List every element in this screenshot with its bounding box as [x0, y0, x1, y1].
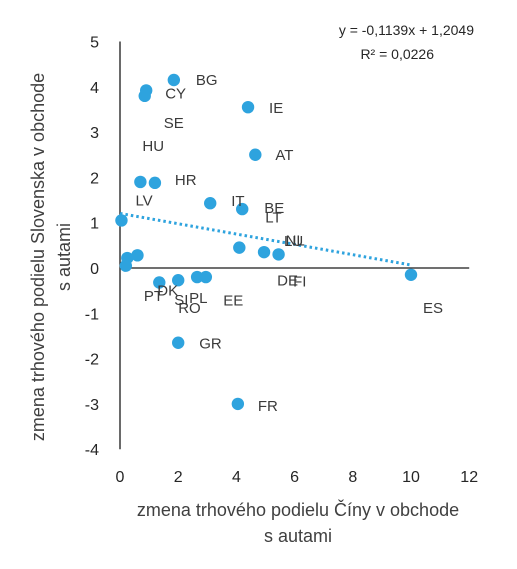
data-point — [131, 249, 144, 262]
point-label-lv: LV — [135, 192, 152, 209]
x-tick-label: 0 — [116, 469, 125, 486]
data-point-bg — [167, 73, 181, 87]
point-label-bg: BG — [196, 72, 218, 89]
point-label-si: SI — [174, 292, 188, 309]
point-label-ie: IE — [269, 100, 283, 117]
point-label-dk: DK — [157, 282, 178, 299]
data-point-dk — [153, 276, 166, 289]
point-label-hr: HR — [175, 172, 197, 189]
data-point-it — [204, 197, 217, 210]
data-point-nl — [272, 248, 285, 261]
x-tick-label: 6 — [290, 469, 299, 486]
point-label-lu: LU — [284, 233, 303, 250]
data-point-ie — [241, 100, 255, 114]
data-point-pl — [190, 270, 204, 284]
y-tick-label: 2 — [90, 170, 99, 187]
data-point-es — [404, 268, 418, 281]
point-label-es: ES — [423, 300, 443, 317]
data-point — [119, 259, 133, 272]
x-tick-label: 10 — [402, 469, 420, 486]
data-point-hu — [134, 175, 147, 189]
point-label-ro: RO — [178, 300, 201, 317]
point-label-lt: LT — [265, 210, 281, 227]
x-tick-label: 12 — [460, 469, 478, 486]
y-tick-label: 5 — [90, 35, 99, 52]
x-tick-label: 2 — [174, 469, 183, 486]
data-point-se — [138, 89, 151, 103]
y-tick-label: -1 — [85, 306, 99, 323]
point-label-nl: NL — [286, 232, 305, 249]
point-label-pl: PL — [189, 290, 207, 307]
point-label-fr: FR — [258, 398, 278, 415]
point-label-pt: PT — [144, 288, 163, 305]
data-point-lt — [233, 241, 246, 254]
data-point-si — [172, 274, 185, 287]
y-axis-label-line-1: zmena trhového podielu Slovenska v obcho… — [28, 73, 48, 441]
y-tick-label: 1 — [90, 216, 99, 233]
y-tick-label: -2 — [85, 352, 99, 369]
trendline-equation: y = -0,1139x + 1,2049 — [339, 22, 474, 38]
point-label-cy: CY — [165, 85, 186, 102]
y-tick-label: 0 — [90, 261, 99, 278]
data-point-lu — [257, 245, 271, 259]
y-tick-label: -3 — [85, 397, 99, 414]
y-tick-label: 4 — [90, 80, 99, 97]
point-label-gr: GR — [199, 336, 222, 353]
y-axis-label-line-2: s autami — [54, 223, 74, 291]
x-tick-label: 8 — [348, 469, 357, 486]
point-label-de: DE — [277, 273, 298, 290]
data-point-be — [236, 202, 249, 216]
data-point-lv — [115, 214, 128, 227]
y-tick-label: 3 — [90, 125, 99, 142]
x-axis-label-line-1: zmena trhového podielu Číny v obchode — [137, 499, 459, 520]
point-label-fi: FI — [293, 274, 306, 291]
x-axis-label-line-2: s autami — [264, 526, 332, 546]
data-point-at — [249, 148, 262, 161]
x-tick-label: 4 — [232, 469, 241, 486]
point-label-it: IT — [231, 193, 244, 210]
data-point-gr — [172, 336, 185, 349]
data-point-hr — [148, 176, 162, 190]
axes — [119, 41, 470, 450]
trendline-r-squared: R² = 0,0226 — [360, 46, 434, 62]
point-label-se: SE — [164, 115, 184, 132]
y-tick-label: -4 — [85, 442, 99, 459]
data-point-fr — [231, 397, 245, 411]
data-point — [199, 270, 213, 284]
point-label-hu: HU — [142, 138, 164, 155]
data-points — [115, 73, 418, 411]
point-label-be: BE — [264, 200, 284, 217]
point-label-at: AT — [275, 147, 293, 164]
point-label-ee: EE — [223, 293, 243, 310]
